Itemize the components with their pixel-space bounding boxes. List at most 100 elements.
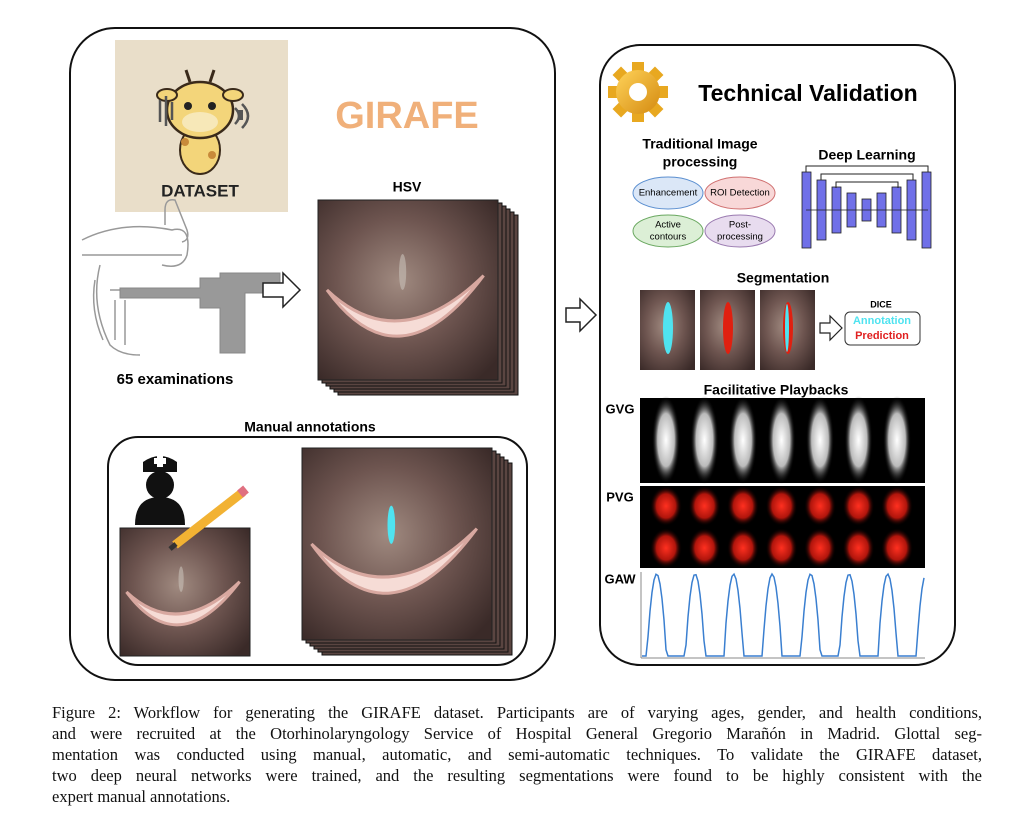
gaw-curve bbox=[642, 572, 925, 657]
shape bbox=[629, 83, 647, 101]
dataset-title: GIRAFE bbox=[335, 95, 479, 137]
shape bbox=[154, 458, 166, 464]
segmentation-images bbox=[640, 290, 815, 370]
pvg-blob bbox=[842, 486, 875, 526]
traditional-title: Traditional Image bbox=[642, 136, 757, 152]
seg-glottis bbox=[663, 302, 673, 354]
pvg-blob bbox=[688, 486, 721, 526]
pencil bbox=[168, 485, 249, 551]
caption-line: mentation was conducted using manual, au… bbox=[52, 745, 982, 764]
shape bbox=[208, 102, 216, 110]
gvg-blob bbox=[729, 396, 757, 484]
shape bbox=[184, 102, 192, 110]
shape bbox=[158, 96, 174, 126]
glottis bbox=[178, 566, 184, 592]
method-ellipse bbox=[632, 176, 704, 210]
manual-annotations-label: Manual annotations bbox=[244, 419, 376, 435]
shape bbox=[81, 225, 189, 356]
seg-glottis bbox=[723, 302, 733, 354]
shape bbox=[135, 497, 185, 525]
shape bbox=[208, 69, 216, 83]
examinations-label: 65 examinations bbox=[117, 371, 234, 388]
method-ellipse bbox=[704, 214, 776, 248]
method-label: processing bbox=[717, 232, 763, 243]
left-panel bbox=[69, 27, 556, 681]
pvg-blob bbox=[650, 528, 682, 568]
dice-title: DICE bbox=[870, 299, 892, 309]
pvg-blob bbox=[842, 528, 875, 568]
nurse-icon bbox=[135, 455, 185, 525]
glottis bbox=[387, 505, 396, 544]
method-ellipse bbox=[704, 176, 776, 210]
skip-connections bbox=[805, 165, 929, 188]
pvg-blob bbox=[804, 486, 836, 526]
shape bbox=[181, 138, 189, 146]
logo-text: DATASET bbox=[161, 181, 239, 200]
dice-box bbox=[844, 311, 921, 346]
pvg-blob bbox=[881, 486, 913, 526]
playback-label: PVG bbox=[606, 489, 633, 504]
pvg-blob bbox=[765, 528, 798, 568]
shape bbox=[222, 88, 244, 102]
validation-title: Technical Validation bbox=[698, 80, 917, 106]
traditional-title: processing bbox=[663, 154, 738, 170]
playback-label: GVG bbox=[606, 401, 635, 416]
vocal-fold bbox=[325, 274, 485, 338]
pvg-blob bbox=[765, 486, 798, 526]
pvg-blob bbox=[881, 528, 913, 568]
caption-line: two deep neural networks were trained, a… bbox=[52, 766, 982, 785]
seg-overlay bbox=[785, 304, 789, 352]
shape bbox=[146, 471, 174, 499]
pvg-blob bbox=[804, 528, 836, 568]
arrow bbox=[819, 314, 843, 342]
method-label: ROI Detection bbox=[710, 188, 770, 199]
shape bbox=[182, 112, 218, 132]
shape bbox=[208, 151, 216, 159]
head-schematic bbox=[81, 198, 189, 356]
endoscope bbox=[119, 272, 281, 354]
glottis bbox=[399, 254, 407, 290]
arrow bbox=[565, 297, 598, 333]
network-diagram bbox=[801, 165, 932, 249]
method-label: Active bbox=[655, 220, 681, 231]
playback-blobs bbox=[650, 396, 913, 568]
arrow bbox=[262, 271, 302, 309]
segmentation-title: Segmentation bbox=[737, 270, 830, 286]
method-label: Post- bbox=[729, 220, 751, 231]
gvg-blob bbox=[652, 396, 680, 484]
shape bbox=[237, 485, 249, 498]
gear-icon bbox=[608, 62, 668, 122]
shape bbox=[184, 69, 192, 83]
caption-line: and were recruited at the Otorhinolaryng… bbox=[52, 724, 982, 743]
vocal-fold bbox=[310, 527, 479, 595]
gvg-blob bbox=[844, 396, 873, 484]
pvg-blob bbox=[727, 486, 759, 526]
shape bbox=[238, 110, 243, 120]
caption-line: expert manual annotations. bbox=[52, 787, 231, 806]
shape bbox=[172, 488, 246, 549]
figure: DATASET GIRAFE HSV 65 examinations Manua… bbox=[69, 27, 956, 681]
playbacks-title: Facilitative Playbacks bbox=[704, 382, 849, 398]
method-label: contours bbox=[650, 232, 687, 243]
prediction-legend: Prediction bbox=[855, 330, 909, 342]
shape bbox=[92, 279, 104, 341]
giraffe-icon bbox=[156, 69, 250, 175]
caption-line: Figure 2: Workflow for generating the GI… bbox=[52, 703, 982, 722]
gvg-blob bbox=[690, 396, 719, 484]
hsv-stack bbox=[317, 199, 519, 396]
gvg-blob bbox=[883, 396, 911, 484]
playback-label: GAW bbox=[604, 571, 636, 586]
annotation-image bbox=[119, 527, 251, 657]
gvg-blob bbox=[767, 396, 796, 484]
right-panel bbox=[599, 44, 956, 666]
caption: Figure 2: Workflow for generating the GI… bbox=[52, 702, 982, 807]
method-ellipse bbox=[632, 214, 704, 248]
annotation-legend: Annotation bbox=[853, 315, 911, 327]
shape bbox=[168, 542, 178, 551]
deep-learning-title: Deep Learning bbox=[818, 147, 915, 163]
pvg-blob bbox=[727, 528, 759, 568]
vocal-fold bbox=[125, 580, 241, 627]
method-label: Enhancement bbox=[639, 188, 698, 199]
annotation-panel bbox=[107, 436, 528, 666]
